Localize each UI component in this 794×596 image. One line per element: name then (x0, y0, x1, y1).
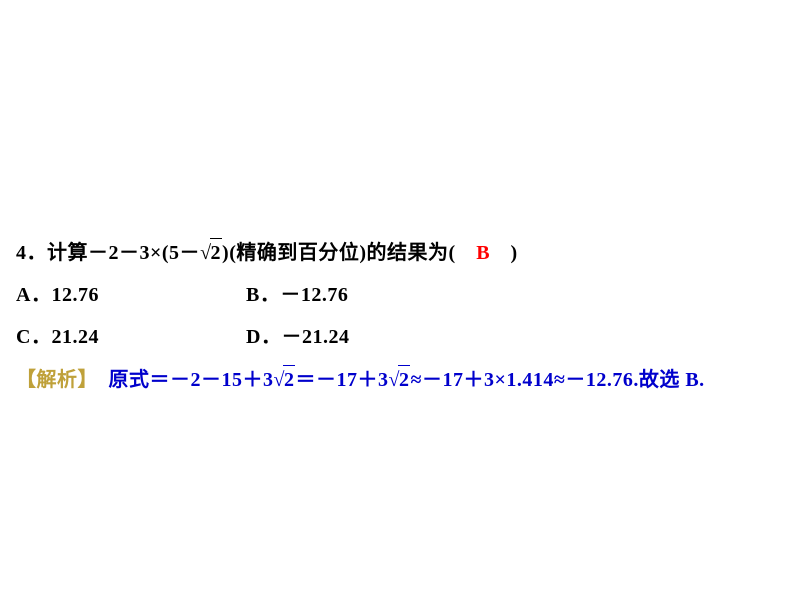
option-c: C．21.24 (16, 323, 246, 351)
option-a-label: A． (16, 284, 51, 306)
option-a-value: 12.76 (51, 284, 99, 306)
option-c-label: C． (16, 326, 51, 348)
option-a: A．12.76 (16, 281, 246, 309)
analysis-part1: 原式＝－2－15＋3 (109, 369, 274, 391)
option-c-value: 21.24 (51, 326, 99, 348)
option-b-value: －12.76 (280, 284, 348, 306)
question-number: 4． (16, 242, 47, 264)
option-row-2: C．21.24 D．－21.24 (16, 323, 776, 351)
analysis-label: 【解析】 (16, 369, 109, 391)
option-d: D．－21.24 (246, 323, 349, 351)
document-body: 4．计算－2－3×(5－√2)(精确到百分位)的结果为( B ) A．12.76… (16, 238, 776, 408)
answer-letter: B (476, 242, 490, 264)
sqrt-expression: √2 (274, 365, 296, 394)
option-b-label: B． (246, 284, 280, 306)
option-d-label: D． (246, 326, 281, 348)
radicand: 2 (398, 365, 411, 394)
radicand: 2 (210, 238, 223, 267)
option-row-1: A．12.76 B．－12.76 (16, 281, 776, 309)
radicand: 2 (283, 365, 296, 394)
option-b: B．－12.76 (246, 281, 348, 309)
question-line: 4．计算－2－3×(5－√2)(精确到百分位)的结果为( B ) (16, 238, 776, 267)
analysis-part2: ＝－17＋3 (295, 369, 388, 391)
sqrt-expression: √2 (200, 238, 222, 267)
question-stem-prefix: 计算－2－3×(5－ (47, 242, 200, 264)
analysis-line: 【解析】 原式＝－2－15＋3√2＝－17＋3√2≈－17＋3×1.414≈－1… (16, 365, 776, 394)
question-stem-suffix: )(精确到百分位)的结果为( (222, 242, 476, 264)
question-stem-close: ) (490, 242, 518, 264)
option-d-value: －21.24 (281, 326, 349, 348)
sqrt-expression: √2 (388, 365, 410, 394)
analysis-part3: ≈－17＋3×1.414≈－12.76.故选 B. (410, 369, 704, 391)
